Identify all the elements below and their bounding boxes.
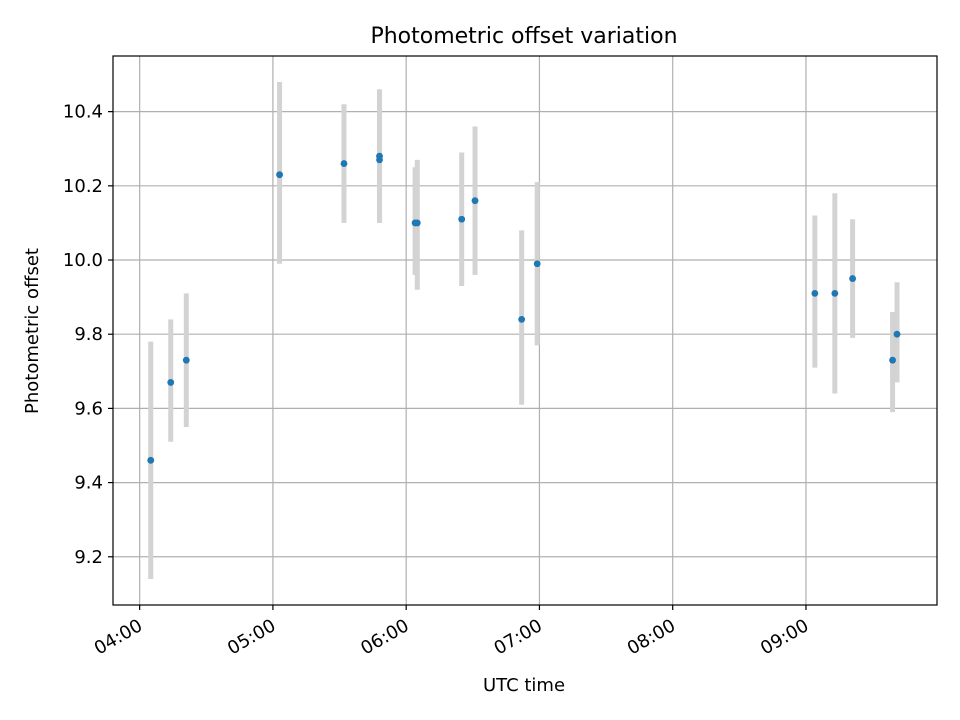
x-tick-label: 04:00 (91, 615, 146, 659)
data-point (167, 379, 175, 386)
data-point (340, 160, 348, 167)
x-axis-label: UTC time (483, 675, 565, 696)
y-tick-label: 9.6 (74, 398, 103, 419)
x-tick-label: 07:00 (491, 615, 546, 659)
y-tick-label: 10.4 (63, 102, 103, 123)
data-point (413, 219, 421, 227)
data-points (147, 152, 901, 464)
x-tick-label: 05:00 (224, 615, 279, 659)
data-point (533, 260, 541, 268)
y-tick-label: 9.2 (74, 547, 103, 568)
data-point (831, 290, 839, 297)
data-point (458, 215, 466, 223)
data-point (147, 456, 155, 464)
plot-frame (112, 55, 938, 606)
y-axis-ticks: 9.2 9.4 9.6 9.8 10.0 10.2 10.4 (63, 102, 113, 568)
x-axis-ticks: 04:00 05:00 06:00 07:00 08:00 09:00 (91, 605, 812, 659)
grid-lines (113, 56, 937, 605)
y-tick-label: 10.0 (63, 250, 103, 271)
x-tick-label: 06:00 (357, 615, 412, 659)
y-tick-label: 9.4 (74, 473, 103, 494)
y-tick-label: 10.2 (63, 176, 103, 197)
chart-title: Photometric offset variation (370, 24, 677, 49)
data-point (276, 171, 283, 179)
x-tick-label: 09:00 (757, 615, 812, 659)
data-point (376, 156, 383, 164)
data-point (811, 290, 819, 297)
data-point (893, 330, 901, 338)
data-point (182, 356, 190, 364)
x-tick-label: 08:00 (624, 615, 679, 659)
data-point (471, 197, 479, 205)
y-tick-label: 9.8 (74, 324, 103, 345)
error-bars (148, 81, 900, 580)
data-point (518, 315, 526, 323)
y-axis-label: Photometric offset (22, 248, 43, 414)
data-point (849, 275, 857, 282)
data-point (889, 356, 896, 364)
